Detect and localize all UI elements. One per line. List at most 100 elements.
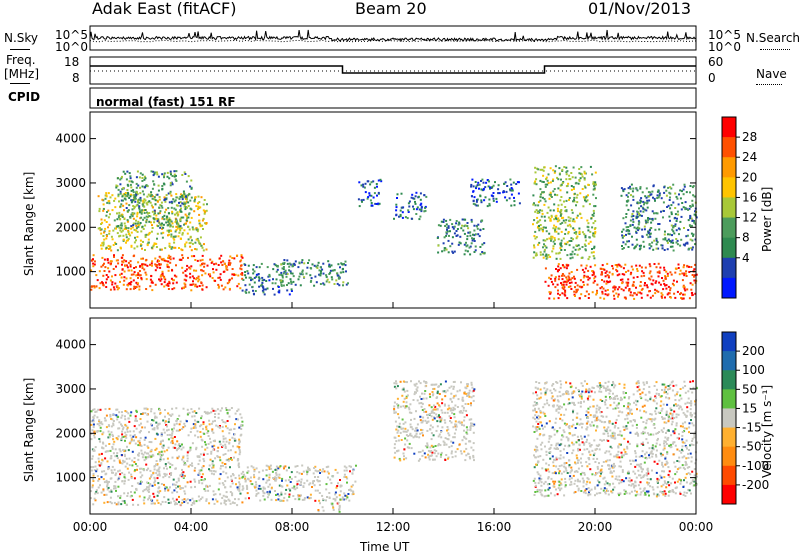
power-cell xyxy=(290,282,293,285)
power-cell xyxy=(184,274,187,277)
velocity-cell xyxy=(102,478,105,481)
velocity-cell xyxy=(143,496,146,499)
power-cell xyxy=(547,182,550,184)
power-cell xyxy=(643,284,646,287)
velocity-cell xyxy=(339,479,341,481)
power-cell xyxy=(558,173,561,176)
velocity-cell xyxy=(143,451,146,454)
velocity-cell xyxy=(160,440,162,443)
power-cell xyxy=(648,217,651,220)
velocity-cell xyxy=(465,437,468,440)
power-cell xyxy=(447,239,450,242)
power-cell xyxy=(539,188,542,191)
power-cell xyxy=(446,228,448,231)
power-cell xyxy=(107,226,109,229)
power-cell xyxy=(672,279,675,282)
velocity-cell xyxy=(114,448,117,451)
velocity-cell xyxy=(464,459,467,462)
velocity-cell xyxy=(396,425,399,428)
velocity-cell xyxy=(222,470,225,473)
power-cell xyxy=(207,273,210,276)
velocity-cell xyxy=(395,380,397,383)
velocity-cell xyxy=(114,480,117,483)
power-cell xyxy=(578,227,581,230)
velocity-cell xyxy=(592,424,595,427)
power-cell xyxy=(548,291,551,294)
power-colorbar-tick-label: 24 xyxy=(742,150,757,164)
velocity-cell xyxy=(90,466,93,469)
power-cell xyxy=(613,285,616,288)
velocity-cell xyxy=(145,452,148,455)
velocity-cell xyxy=(556,395,559,398)
velocity-cell xyxy=(472,449,475,452)
power-cell xyxy=(203,199,206,201)
power-cell xyxy=(653,263,656,265)
power-cell xyxy=(122,261,125,264)
velocity-cell xyxy=(436,425,439,428)
power-cell xyxy=(585,290,588,293)
velocity-cell xyxy=(305,469,308,472)
power-cell xyxy=(136,170,139,173)
noise-tick-left-top: 10^5 xyxy=(55,28,88,42)
power-cell xyxy=(145,218,148,221)
power-cell xyxy=(176,204,179,207)
velocity-cell xyxy=(658,431,661,433)
velocity-cell xyxy=(437,444,440,447)
velocity-cell xyxy=(205,426,207,429)
velocity-cell xyxy=(405,430,408,433)
power-cell xyxy=(281,274,284,277)
power-cell xyxy=(261,279,264,282)
velocity-cell xyxy=(147,456,150,458)
power-cell xyxy=(590,251,593,254)
power-cell xyxy=(128,269,130,272)
power-cell xyxy=(583,185,586,188)
power-cell xyxy=(173,173,176,176)
power-cell xyxy=(592,232,595,235)
power-cell xyxy=(129,175,132,178)
velocity-cell xyxy=(207,443,210,445)
velocity-cell xyxy=(557,442,559,445)
power-cell xyxy=(183,278,186,281)
velocity-cell xyxy=(334,468,337,471)
power-cell xyxy=(557,297,560,300)
velocity-cell xyxy=(262,486,265,489)
power-cell xyxy=(206,264,209,267)
power-cell xyxy=(560,183,563,186)
power-cell xyxy=(145,258,148,261)
velocity-cell xyxy=(175,449,178,452)
power-cell xyxy=(568,197,571,199)
power-cell xyxy=(542,253,545,256)
power-cell xyxy=(306,266,309,269)
velocity-cell xyxy=(133,439,135,442)
power-cell xyxy=(691,248,694,251)
power-cell xyxy=(459,235,462,238)
velocity-cell xyxy=(444,395,447,398)
power-cell xyxy=(273,293,276,296)
power-cell xyxy=(198,278,201,281)
velocity-cell xyxy=(219,493,222,496)
velocity-cell xyxy=(281,499,284,502)
power-cell xyxy=(489,186,491,189)
power-cell xyxy=(128,180,131,183)
power-cell xyxy=(169,224,172,227)
power-cell xyxy=(175,196,178,199)
velocity-cell xyxy=(152,502,155,505)
power-cell xyxy=(229,287,231,290)
velocity-cell xyxy=(560,464,563,467)
power-cell xyxy=(347,282,349,285)
velocity-cell xyxy=(98,440,101,443)
power-cell xyxy=(549,191,552,194)
power-cell xyxy=(380,180,383,183)
power-cell xyxy=(446,226,449,229)
power-cell xyxy=(636,201,639,204)
power-cell xyxy=(183,205,186,208)
velocity-cell xyxy=(280,491,283,494)
velocity-cell xyxy=(202,465,205,468)
power-cell xyxy=(635,286,637,289)
power-cell xyxy=(560,239,563,242)
power-cell xyxy=(199,223,202,226)
velocity-cell xyxy=(399,380,402,383)
velocity-cell xyxy=(404,421,407,424)
power-cell xyxy=(627,208,630,211)
velocity-cell xyxy=(174,503,176,506)
